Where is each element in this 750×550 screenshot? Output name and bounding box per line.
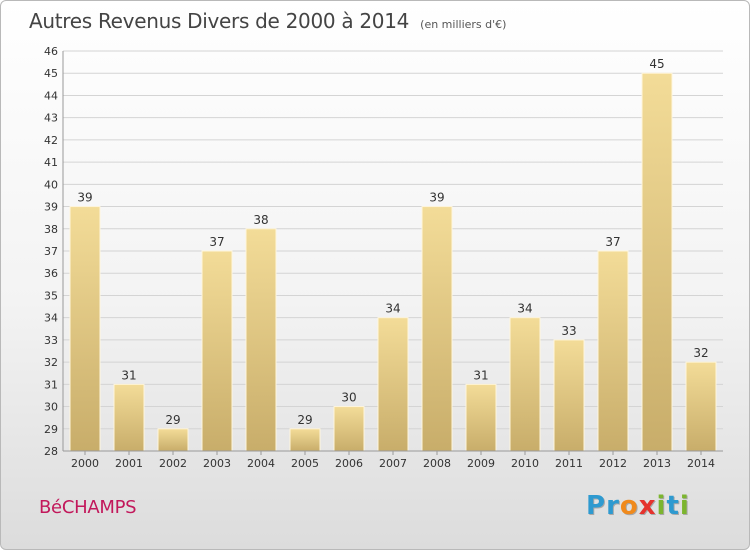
value-label-2009: 31 (473, 368, 488, 382)
y-tick-label: 36 (44, 267, 58, 280)
bar-2011 (553, 339, 585, 452)
x-tick-label-2010: 2010 (511, 457, 539, 470)
y-tick-label: 32 (44, 356, 58, 369)
y-tick-label: 30 (44, 401, 58, 414)
x-tick-label-2006: 2006 (335, 457, 363, 470)
y-tick-label: 35 (44, 289, 58, 302)
bar-2010 (509, 317, 541, 452)
bar-2003 (201, 250, 233, 452)
bar-2006 (333, 406, 365, 452)
y-tick-label: 28 (44, 445, 58, 458)
y-tick-label: 40 (44, 178, 58, 191)
chart-subtitle: (en milliers d'€) (420, 18, 507, 31)
y-tick-label: 44 (44, 89, 58, 102)
y-tick-label: 39 (44, 201, 58, 214)
bar-2004 (245, 228, 277, 452)
x-tick-label-2013: 2013 (643, 457, 671, 470)
bar-2007 (377, 317, 409, 452)
y-tick-label: 46 (44, 45, 58, 58)
value-label-2003: 37 (209, 235, 224, 249)
value-label-2000: 39 (77, 191, 92, 205)
x-tick-label-2014: 2014 (687, 457, 715, 470)
value-label-2014: 32 (693, 346, 708, 360)
logo-letter: o (619, 491, 639, 521)
y-tick-label: 43 (44, 112, 58, 125)
y-tick-label: 29 (44, 423, 58, 436)
value-label-2008: 39 (429, 191, 444, 205)
logo-letter: r (606, 491, 620, 521)
value-label-2004: 38 (253, 213, 268, 227)
x-tick-label-2004: 2004 (247, 457, 275, 470)
logo-letter: t (666, 491, 680, 521)
bar-2002 (157, 428, 189, 452)
bar-2012 (597, 250, 629, 452)
axis-layer: 28 29 30 31 32 33 34 35 36 37 38 39 40 41 42 43 44 45 46 20… (44, 45, 723, 470)
bar-2014 (685, 361, 717, 452)
value-label-2013: 45 (649, 57, 664, 71)
bar-2008 (421, 206, 453, 452)
y-tick-label: 34 (44, 312, 58, 325)
commune-name: BéCHAMPS (39, 497, 137, 518)
x-tick-label-2005: 2005 (291, 457, 319, 470)
y-tick-label: 42 (44, 134, 58, 147)
value-label-2001: 31 (121, 368, 136, 382)
proxiti-logo[interactable]: Proxiti (586, 491, 690, 521)
bar-2001 (113, 383, 145, 452)
y-tick-label: 37 (44, 245, 58, 258)
x-tick-label-2008: 2008 (423, 457, 451, 470)
logo-letter: i (656, 491, 667, 521)
bars-layer: 39 31 29 37 38 29 30 34 39 31 34 33 37 45 32 (69, 57, 717, 452)
x-tick-label-2000: 2000 (71, 457, 99, 470)
value-label-2006: 30 (341, 391, 356, 405)
bar-2013 (641, 72, 673, 452)
bar-2009 (465, 383, 497, 452)
logo-letter: P (586, 491, 607, 521)
value-label-2010: 34 (517, 302, 532, 316)
x-tick-label-2007: 2007 (379, 457, 407, 470)
chart-title: Autres Revenus Divers de 2000 à 2014 (29, 9, 410, 33)
bar-2000 (69, 206, 101, 452)
y-tick-label: 41 (44, 156, 58, 169)
x-tick-label-2012: 2012 (599, 457, 627, 470)
y-tick-label: 33 (44, 334, 58, 347)
logo-letter: x (638, 491, 657, 521)
value-label-2012: 37 (605, 235, 620, 249)
value-label-2002: 29 (165, 413, 180, 427)
x-tick-label-2002: 2002 (159, 457, 187, 470)
x-tick-label-2003: 2003 (203, 457, 231, 470)
value-label-2007: 34 (385, 302, 400, 316)
value-label-2005: 29 (297, 413, 312, 427)
title-row: Autres Revenus Divers de 2000 à 2014 (en… (29, 9, 506, 33)
y-tick-label: 38 (44, 223, 58, 236)
x-tick-label-2011: 2011 (555, 457, 583, 470)
y-tick-label: 45 (44, 67, 58, 80)
y-tick-label: 31 (44, 378, 58, 391)
bar-2005 (289, 428, 321, 452)
value-label-2011: 33 (561, 324, 576, 338)
logo-letter: i (679, 491, 690, 521)
x-tick-label-2009: 2009 (467, 457, 495, 470)
x-tick-label-2001: 2001 (115, 457, 143, 470)
